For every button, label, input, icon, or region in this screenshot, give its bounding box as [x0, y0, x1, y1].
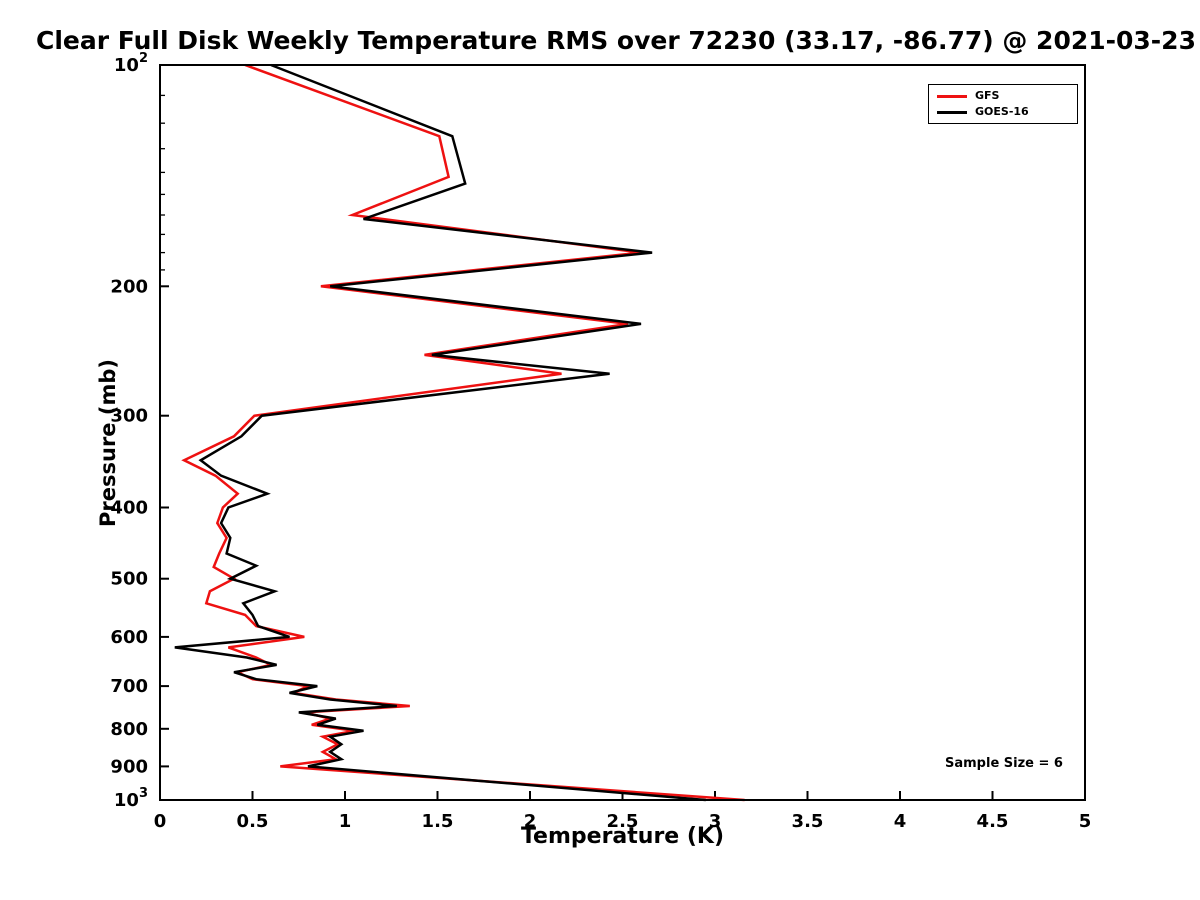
chart-title: Clear Full Disk Weekly Temperature RMS o… [36, 26, 1196, 55]
x-tick-label: 0.5 [237, 811, 269, 832]
legend-item-gfs[interactable]: GFS [937, 90, 1069, 102]
x-axis-label: Temperature (K) [520, 824, 725, 849]
y-tick-label: 300 [110, 406, 148, 427]
gfs-line-swatch [937, 94, 967, 98]
x-tick-label: 4 [894, 811, 907, 832]
x-tick-label: 3 [709, 811, 722, 832]
y-tick-label: 700 [110, 676, 148, 697]
legend: GFS GOES-16 [928, 84, 1078, 124]
x-tick-label: 2 [524, 811, 537, 832]
y-tick-label: 400 [110, 498, 148, 519]
legend-label-goes16: GOES-16 [975, 105, 1029, 118]
legend-item-goes16[interactable]: GOES-16 [937, 106, 1069, 118]
series-line-gfs [181, 63, 745, 802]
x-tick-label: 3.5 [792, 811, 824, 832]
plot-frame [159, 64, 1086, 801]
goes16-line-swatch [937, 110, 967, 114]
sample-size-annotation: Sample Size = 6 [945, 756, 1063, 771]
y-tick-label: 900 [110, 756, 148, 777]
x-tick-label: 0 [154, 811, 167, 832]
x-tick-label: 1.5 [422, 811, 454, 832]
y-tick-label: 102 [114, 51, 148, 76]
y-tick-label: 200 [110, 276, 148, 297]
x-tick-label: 4.5 [977, 811, 1009, 832]
y-tick-label: 103 [114, 786, 148, 811]
y-axis-label: Pressure (mb) [96, 359, 120, 527]
y-tick-label: 500 [110, 569, 148, 590]
y-tick-label: 600 [110, 627, 148, 648]
x-tick-label: 5 [1079, 811, 1092, 832]
series-line-goes-16 [174, 63, 706, 802]
y-tick-label: 800 [110, 719, 148, 740]
x-tick-label: 2.5 [607, 811, 639, 832]
x-tick-label: 1 [339, 811, 352, 832]
legend-label-gfs: GFS [975, 89, 1000, 102]
